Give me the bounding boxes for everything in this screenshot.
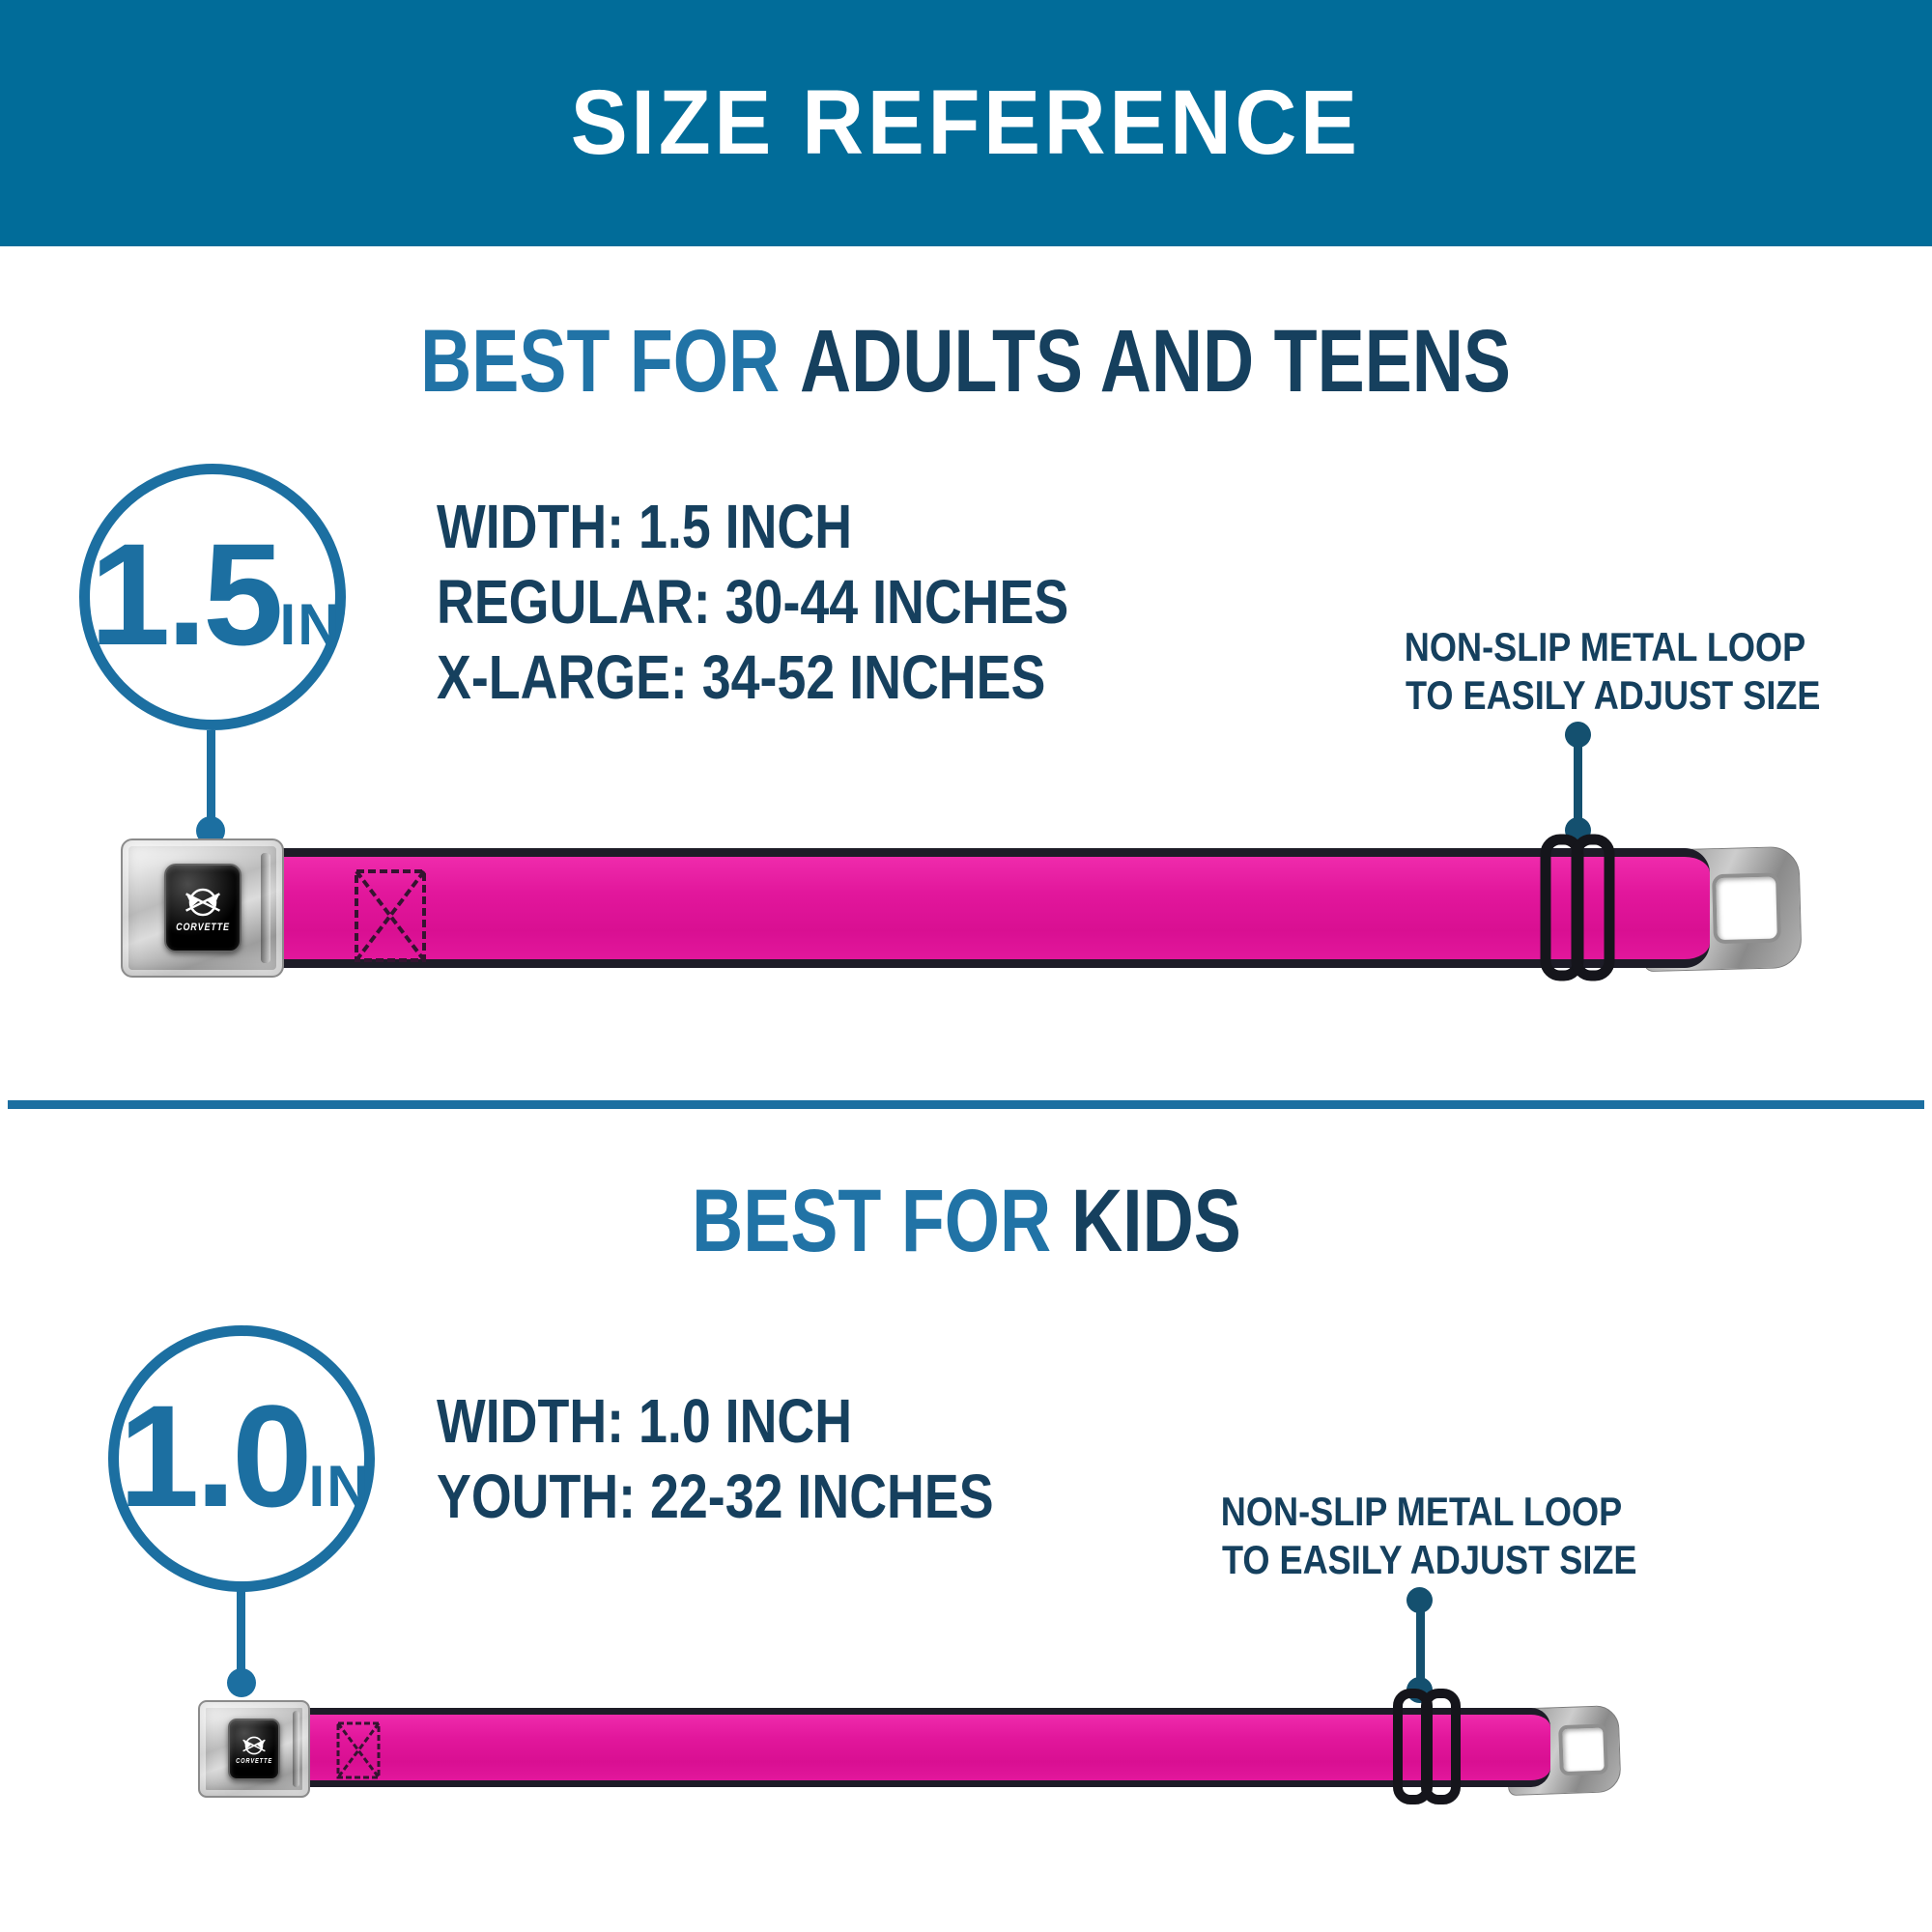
stitch-box-icon	[336, 1721, 381, 1779]
latch-hole	[1712, 872, 1781, 945]
stitch-box-icon	[355, 869, 426, 962]
badge-connector-dot	[227, 1668, 256, 1697]
spec-line: X-LARGE: 34-52 INCHES	[437, 642, 1046, 712]
callout-connector-line	[1416, 1600, 1425, 1691]
spec-list-adults: WIDTH: 1.5 INCH REGULAR: 30-44 INCHES X-…	[437, 489, 1189, 715]
callout-line1: NON-SLIP METAL LOOP	[1220, 1489, 1623, 1534]
badge-unit: IN	[308, 1454, 371, 1519]
buckle-brand-label: CORVETTE	[175, 922, 230, 933]
corvette-flags-icon	[185, 888, 220, 917]
buckle-face: CORVETTE	[228, 1718, 280, 1780]
belt-strap	[295, 1708, 1550, 1787]
header-banner: SIZE REFERENCE	[0, 0, 1932, 246]
spec-line: YOUTH: 22-32 INCHES	[437, 1462, 994, 1531]
badge-value: 1.5	[90, 513, 284, 675]
width-badge-1-5in: 1.5IN	[79, 464, 346, 730]
title-rest: KIDS	[1070, 1172, 1241, 1270]
callout-metal-loop-adults: NON-SLIP METAL LOOP TO EASILY ADJUST SIZ…	[1372, 623, 1835, 720]
spec-list-kids: WIDTH: 1.0 INCH YOUTH: 22-32 INCHES	[437, 1383, 1099, 1534]
callout-line2: TO EASILY ADJUST SIZE	[1405, 672, 1821, 718]
section-title-kids-text: BEST FOR KIDS	[692, 1171, 1241, 1272]
spec-line: REGULAR: 30-44 INCHES	[437, 567, 1069, 637]
title-highlight: BEST FOR	[420, 312, 781, 411]
adjuster-loop-icon	[1540, 834, 1615, 981]
callout-metal-loop-kids: NON-SLIP METAL LOOP TO EASILY ADJUST SIZ…	[1188, 1488, 1652, 1584]
badge-value: 1.0	[119, 1375, 313, 1537]
buckle-seam	[293, 1710, 299, 1788]
section-title-adults-text: BEST FOR ADULTS AND TEENS	[421, 311, 1512, 412]
width-badge-1-0in: 1.0IN	[108, 1325, 375, 1592]
page-title: SIZE REFERENCE	[571, 71, 1361, 174]
adjuster-loop-icon	[1393, 1689, 1461, 1804]
buckle-seam	[261, 852, 270, 964]
callout-line2: TO EASILY ADJUST SIZE	[1221, 1537, 1637, 1582]
section-divider	[8, 1100, 1924, 1109]
title-highlight: BEST FOR	[691, 1172, 1051, 1270]
latch-hole	[1558, 1723, 1608, 1776]
spec-line: WIDTH: 1.5 INCH	[437, 492, 853, 561]
buckle-face: CORVETTE	[163, 864, 242, 952]
badge-connector-line	[207, 730, 215, 827]
kids-belt-graphic: CORVETTE	[198, 1686, 1623, 1816]
adult-belt-graphic: CORVETTE	[121, 833, 1803, 982]
badge-unit: IN	[279, 592, 342, 657]
seatbelt-buckle: CORVETTE	[121, 838, 284, 978]
buckle-brand-label: CORVETTE	[236, 1758, 272, 1765]
callout-connector-line	[1574, 734, 1582, 827]
callout-line1: NON-SLIP METAL LOOP	[1404, 624, 1806, 669]
section-title-kids: BEST FOR KIDS	[0, 1171, 1932, 1272]
corvette-flags-icon	[242, 1736, 266, 1755]
seatbelt-buckle: CORVETTE	[198, 1700, 310, 1798]
badge-connector-line	[237, 1589, 245, 1681]
section-title-adults: BEST FOR ADULTS AND TEENS	[0, 311, 1932, 412]
spec-line: WIDTH: 1.0 INCH	[437, 1386, 853, 1456]
belt-strap	[266, 848, 1710, 968]
title-rest: ADULTS AND TEENS	[800, 312, 1512, 411]
